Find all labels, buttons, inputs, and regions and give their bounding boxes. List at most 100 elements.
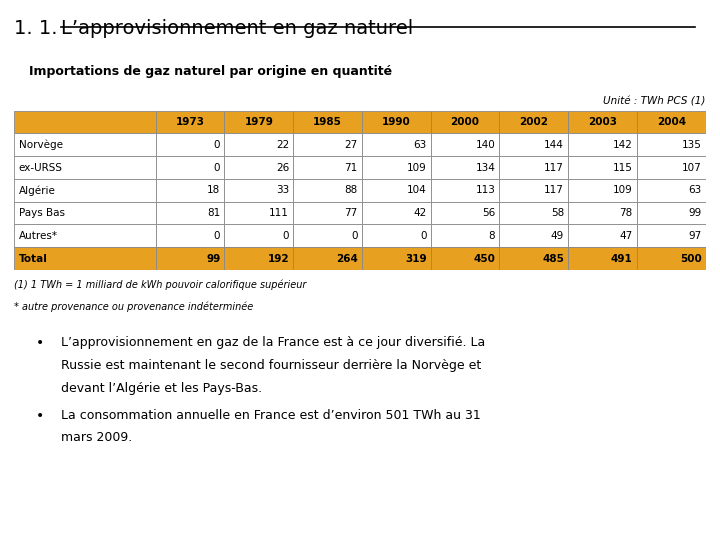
- Bar: [225, 133, 293, 156]
- Bar: [431, 133, 500, 156]
- Text: 104: 104: [407, 185, 426, 195]
- Text: L’approvisionnement en gaz de la France est à ce jour diversifié. La: L’approvisionnement en gaz de la France …: [61, 336, 485, 349]
- Text: 56: 56: [482, 208, 495, 218]
- Text: 1985: 1985: [313, 117, 342, 127]
- Text: 0: 0: [282, 231, 289, 241]
- Text: 0: 0: [214, 231, 220, 241]
- Bar: [225, 179, 293, 202]
- Text: 1979: 1979: [244, 117, 273, 127]
- Bar: [293, 133, 362, 156]
- Text: Autres*: Autres*: [19, 231, 58, 241]
- Bar: [156, 225, 225, 247]
- Text: 97: 97: [688, 231, 701, 241]
- Bar: [500, 133, 568, 156]
- Text: (1) 1 TWh = 1 milliard de kWh pouvoir calorifique supérieur: (1) 1 TWh = 1 milliard de kWh pouvoir ca…: [14, 280, 307, 290]
- Text: 109: 109: [613, 185, 633, 195]
- Bar: [156, 202, 225, 225]
- Bar: [568, 247, 637, 270]
- Text: Russie est maintenant le second fournisseur derrière la Norvège et: Russie est maintenant le second fourniss…: [61, 359, 482, 372]
- Bar: [568, 111, 637, 133]
- Bar: [568, 225, 637, 247]
- Text: Unité : TWh PCS (1): Unité : TWh PCS (1): [603, 96, 706, 106]
- Bar: [500, 156, 568, 179]
- Bar: [431, 225, 500, 247]
- Bar: [500, 202, 568, 225]
- Text: 63: 63: [413, 140, 426, 150]
- Bar: [637, 111, 706, 133]
- Text: 88: 88: [344, 185, 358, 195]
- Text: 192: 192: [267, 254, 289, 264]
- Bar: [362, 202, 431, 225]
- Bar: [362, 225, 431, 247]
- Bar: [293, 247, 362, 270]
- Text: ex-URSS: ex-URSS: [19, 163, 63, 173]
- Bar: [362, 247, 431, 270]
- Text: 47: 47: [619, 231, 633, 241]
- Bar: [14, 179, 156, 202]
- Text: 78: 78: [619, 208, 633, 218]
- Text: 22: 22: [276, 140, 289, 150]
- Text: Pays Bas: Pays Bas: [19, 208, 65, 218]
- Bar: [362, 156, 431, 179]
- Bar: [500, 225, 568, 247]
- Text: mars 2009.: mars 2009.: [61, 431, 132, 444]
- Text: 2000: 2000: [451, 117, 480, 127]
- Text: 491: 491: [611, 254, 633, 264]
- Bar: [568, 179, 637, 202]
- Text: 2004: 2004: [657, 117, 685, 127]
- Bar: [431, 202, 500, 225]
- Text: 2002: 2002: [519, 117, 548, 127]
- Bar: [293, 156, 362, 179]
- Text: 111: 111: [269, 208, 289, 218]
- Bar: [293, 111, 362, 133]
- Text: 2003: 2003: [588, 117, 617, 127]
- Text: Norvège: Norvège: [19, 139, 63, 150]
- Text: 81: 81: [207, 208, 220, 218]
- Text: 140: 140: [475, 140, 495, 150]
- Text: L’approvisionnement en gaz naturel: L’approvisionnement en gaz naturel: [61, 19, 413, 38]
- Text: 135: 135: [682, 140, 701, 150]
- Bar: [14, 225, 156, 247]
- Text: 0: 0: [351, 231, 358, 241]
- Text: 264: 264: [336, 254, 358, 264]
- Text: •: •: [36, 336, 44, 350]
- Text: 99: 99: [688, 208, 701, 218]
- Bar: [156, 156, 225, 179]
- Bar: [568, 133, 637, 156]
- Bar: [156, 111, 225, 133]
- Text: devant l’Algérie et les Pays-Bas.: devant l’Algérie et les Pays-Bas.: [61, 382, 262, 395]
- Text: 26: 26: [276, 163, 289, 173]
- Bar: [156, 179, 225, 202]
- Bar: [14, 247, 156, 270]
- Text: 0: 0: [214, 163, 220, 173]
- Text: 1990: 1990: [382, 117, 410, 127]
- Bar: [362, 179, 431, 202]
- Text: 115: 115: [613, 163, 633, 173]
- Text: 99: 99: [206, 254, 220, 264]
- Text: 33: 33: [276, 185, 289, 195]
- Text: 117: 117: [544, 163, 564, 173]
- Text: 134: 134: [475, 163, 495, 173]
- Bar: [225, 156, 293, 179]
- Text: 107: 107: [682, 163, 701, 173]
- Text: 0: 0: [420, 231, 426, 241]
- Bar: [225, 111, 293, 133]
- Text: 450: 450: [473, 254, 495, 264]
- Text: 144: 144: [544, 140, 564, 150]
- Text: 18: 18: [207, 185, 220, 195]
- Text: •: •: [36, 409, 44, 423]
- Text: 113: 113: [475, 185, 495, 195]
- Text: 319: 319: [405, 254, 426, 264]
- Bar: [568, 156, 637, 179]
- Bar: [156, 133, 225, 156]
- Bar: [293, 179, 362, 202]
- Bar: [431, 179, 500, 202]
- Bar: [293, 202, 362, 225]
- Bar: [431, 156, 500, 179]
- Bar: [225, 225, 293, 247]
- Bar: [637, 156, 706, 179]
- Text: 1973: 1973: [176, 117, 204, 127]
- Bar: [637, 133, 706, 156]
- Bar: [500, 247, 568, 270]
- Bar: [500, 111, 568, 133]
